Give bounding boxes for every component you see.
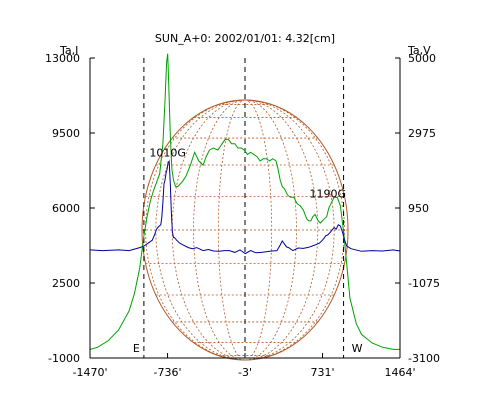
axes: 13000 9500 6000 2500 -1000 5000 2975 950 -1075 -3… [45, 52, 440, 379]
x-tick-label: -1470' [73, 366, 108, 379]
longitude-line [244, 99, 319, 361]
left-tick-label: 2500 [52, 277, 80, 290]
polarization-series-line [89, 161, 401, 255]
x-tick-label: 1464' [384, 366, 415, 379]
annotations: E W 1010G 1190G [133, 147, 363, 355]
field-strength-label: 1190G [309, 187, 346, 200]
x-tick-label: 731' [311, 366, 335, 379]
limb-label: E [133, 342, 140, 355]
right-axis-label: Ta,V [407, 44, 431, 57]
right-tick-label: 950 [408, 202, 429, 215]
field-strength-label: 1010G [149, 147, 186, 160]
longitude-line [244, 99, 345, 361]
x-tick-label: -3' [238, 366, 252, 379]
x-tick-label: -736' [154, 366, 182, 379]
right-tick-label: -3100 [408, 352, 440, 365]
longitude-line [193, 99, 246, 361]
guide-lines [143, 58, 345, 358]
left-tick-label: 13000 [45, 52, 80, 65]
left-tick-label: -1000 [48, 352, 80, 365]
longitude-line [244, 99, 297, 361]
left-axis-label: Ta,I [59, 44, 78, 57]
right-tick-label: -1075 [408, 277, 440, 290]
solar-disk-grid [141, 99, 349, 361]
longitude-line [244, 99, 273, 361]
left-tick-label: 9500 [52, 127, 80, 140]
right-tick-label: 5000 [408, 52, 436, 65]
longitude-line [145, 99, 246, 361]
longitude-line [244, 99, 335, 361]
chart-title: SUN_A+0: 2002/01/01: 4.32[cm] [155, 32, 335, 45]
left-tick-label: 6000 [52, 202, 80, 215]
longitude-line [217, 99, 246, 361]
limb-label: W [352, 342, 363, 355]
right-tick-label: 2975 [408, 127, 436, 140]
intensity-series-line [89, 53, 400, 350]
longitude-line [171, 99, 246, 361]
series-layer [89, 53, 401, 350]
